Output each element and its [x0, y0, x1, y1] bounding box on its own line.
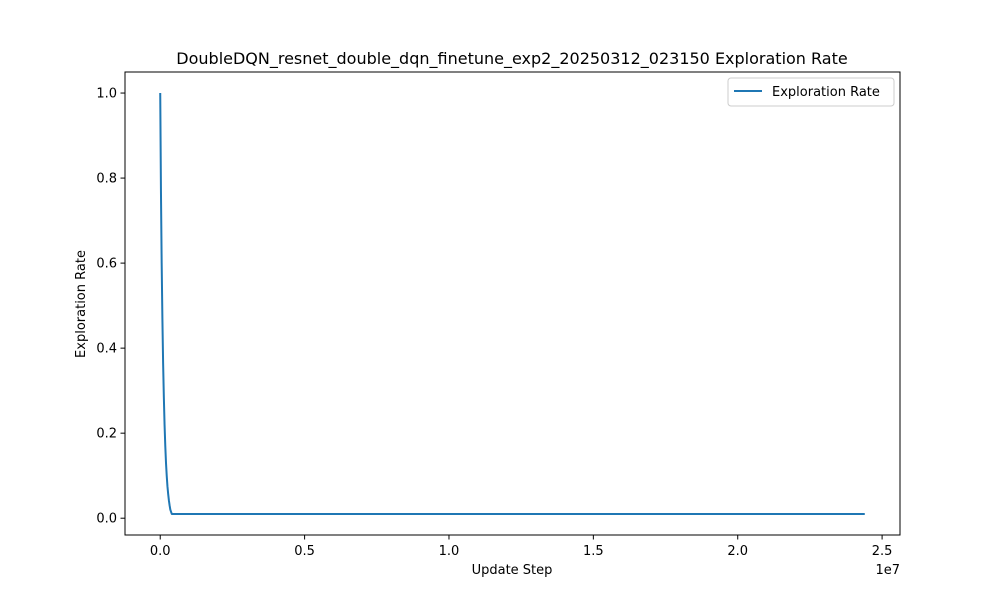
y-tick-label: 1.0: [96, 87, 117, 102]
x-tick-label: 0.0: [150, 544, 171, 559]
x-tick-label: 1.0: [439, 544, 460, 559]
chart-title: DoubleDQN_resnet_double_dqn_finetune_exp…: [176, 49, 847, 69]
y-tick-label: 0.4: [96, 342, 117, 357]
series-line-exploration-rate: [159, 93, 865, 515]
series-layer: [159, 93, 865, 515]
y-tick-label: 0.2: [96, 427, 117, 442]
legend-label-exploration-rate: Exploration Rate: [772, 85, 880, 100]
x-tick-label: 2.0: [727, 544, 748, 559]
x-tick-label: 0.5: [294, 544, 315, 559]
x-axis-ticks: 0.0 0.5 1.0 1.5 2.0 2.5: [150, 535, 893, 559]
y-tick-label: 0.8: [96, 172, 117, 187]
legend: Exploration Rate: [727, 77, 895, 107]
plot-area-frame: [124, 71, 901, 536]
x-tick-label: 2.5: [872, 544, 893, 559]
x-axis-offset-label: 1e7: [875, 563, 900, 578]
y-axis-label: Exploration Rate: [74, 250, 89, 358]
y-tick-label: 0.0: [96, 512, 117, 527]
y-tick-label: 0.6: [96, 257, 117, 272]
legend-box: [727, 77, 895, 107]
x-tick-label: 1.5: [583, 544, 604, 559]
x-axis-label: Update Step: [472, 563, 553, 578]
y-axis-ticks: 0.0 0.2 0.4 0.6 0.8 1.0: [96, 87, 125, 527]
